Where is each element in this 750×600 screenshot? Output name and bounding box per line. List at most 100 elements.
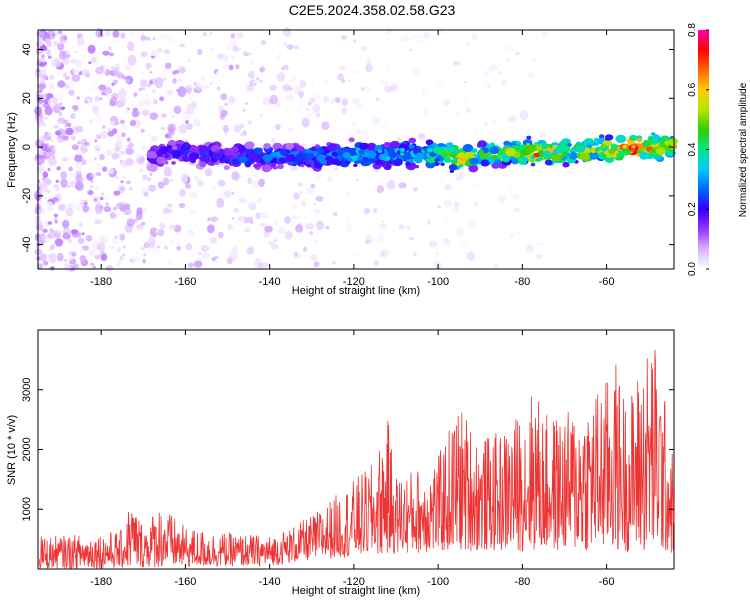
spectrogram-cell [104, 29, 112, 37]
spectrogram-cell [70, 59, 77, 64]
spectrogram-cell [263, 143, 271, 149]
spectrogram-cell [286, 44, 294, 50]
spectrogram-cell [204, 168, 213, 177]
spectrogram-cell [324, 197, 328, 200]
spectrogram-cell [262, 97, 270, 106]
spectrogram-cell [610, 143, 619, 150]
spectrogram-cell [432, 146, 442, 154]
spectrogram-cell [154, 77, 164, 89]
spectrogram-cell [345, 223, 354, 233]
spectrogram-cell [103, 194, 111, 201]
spectrogram-cell [57, 72, 61, 76]
spectrogram-cell [129, 186, 132, 191]
spectrogram-cell [355, 253, 359, 257]
spectrogram-cell [113, 190, 121, 196]
spectrogram-cell [235, 46, 242, 52]
colorbar-tick-label: 0.2 [687, 202, 698, 216]
spectrogram-cell [469, 157, 479, 165]
spectrogram-cell [456, 228, 464, 238]
spectrogram-cell [47, 232, 55, 239]
spectrogram-cell [507, 165, 511, 168]
spectrogram-cell [604, 134, 614, 141]
spectrogram-cell [139, 168, 144, 173]
colorbar: 0.0 0.2 0.4 0.6 0.8 Normalized spectral ampl… [687, 23, 749, 276]
spectrogram-cell [38, 89, 43, 93]
spectrogram-cell [94, 219, 102, 225]
spectrogram-cell [95, 205, 103, 215]
spectrogram-cell [346, 157, 353, 162]
spectrogram-cell [50, 145, 57, 152]
spectrogram-cell [274, 238, 277, 243]
spectrogram-cell [327, 176, 333, 182]
spectrogram-cell [238, 155, 248, 164]
spectrogram-cell [94, 96, 100, 102]
spectrogram-cell [44, 38, 51, 44]
spectrogram-cell [275, 124, 281, 131]
spectrogram-cell [148, 158, 155, 163]
spectrogram-cell [282, 27, 292, 37]
spectrogram-cell [312, 103, 321, 113]
spectrogram-cell [76, 96, 80, 100]
spectrogram-cell [147, 163, 158, 172]
spectrogram-cell [117, 212, 120, 216]
spectrogram-cell [84, 99, 89, 104]
spectrogram-cell [172, 78, 177, 84]
spectrogram-cell [206, 32, 212, 38]
spectrogram-cell [365, 63, 373, 72]
spectrogram-cell [140, 144, 148, 152]
spectrogram-cell [51, 96, 59, 104]
spectrogram-cell [283, 64, 289, 70]
spectrogram-cell [114, 235, 118, 239]
spectrogram-cell [421, 89, 428, 96]
spectrogram-cell [399, 147, 406, 153]
spectrogram-cell [307, 102, 312, 106]
y-tick-label: 40 [21, 43, 33, 55]
spectrogram-cell [497, 195, 506, 204]
spectrogram-cell [184, 244, 192, 250]
spectrogram-cell [75, 51, 78, 54]
spectrogram-cell [147, 235, 156, 246]
spectrogram-cell [93, 198, 98, 202]
spectrogram-x-ticks: -180 -160 -140 -120 -100 -80 -60 [90, 30, 615, 288]
spectrogram-cell [375, 97, 380, 102]
spectrogram-cell [377, 233, 385, 243]
spectrogram-cell [295, 153, 307, 162]
spectrogram-cell [40, 143, 48, 152]
spectrogram-cell [494, 264, 498, 268]
spectrogram-cell [122, 253, 126, 257]
spectrogram-cell [244, 147, 253, 155]
spectrogram-cell [173, 105, 182, 115]
spectrogram-cell [64, 75, 70, 81]
spectrogram-cell [179, 43, 185, 48]
spectrogram-cell [220, 93, 228, 101]
spectrogram-cell [125, 108, 131, 114]
spectrogram-cell [82, 205, 90, 213]
x-tick-label: -120 [343, 576, 365, 588]
spectrogram-cell [149, 112, 159, 120]
spectrogram-cell [308, 113, 313, 118]
spectrogram-cell [246, 216, 254, 223]
spectrogram-cell [84, 264, 93, 273]
spectrogram-cell [44, 106, 53, 116]
spectrogram-cell [566, 153, 572, 158]
spectrogram-cell [201, 251, 210, 260]
spectrogram-cell [664, 140, 671, 146]
spectrogram-cell [119, 207, 126, 212]
spectrogram-cell [513, 207, 521, 213]
spectrogram-cell [285, 154, 296, 162]
spectrogram-cell [101, 253, 108, 262]
spectrogram-cell [95, 66, 104, 75]
spectrogram-cell [631, 145, 636, 149]
spectrogram-cell [213, 208, 220, 215]
spectrogram-cell [115, 238, 123, 244]
y-tick-label: -40 [21, 237, 33, 253]
spectrogram-cell [121, 132, 126, 138]
spectrogram-cell [435, 252, 439, 256]
spectrogram-cell [88, 61, 92, 64]
spectrogram-cell [323, 78, 329, 86]
spectrogram-cell [185, 182, 191, 188]
spectrogram-cell [324, 149, 330, 154]
spectrogram-cell [60, 106, 66, 110]
spectrogram-cell [39, 150, 43, 155]
spectrogram-cell [562, 161, 570, 168]
